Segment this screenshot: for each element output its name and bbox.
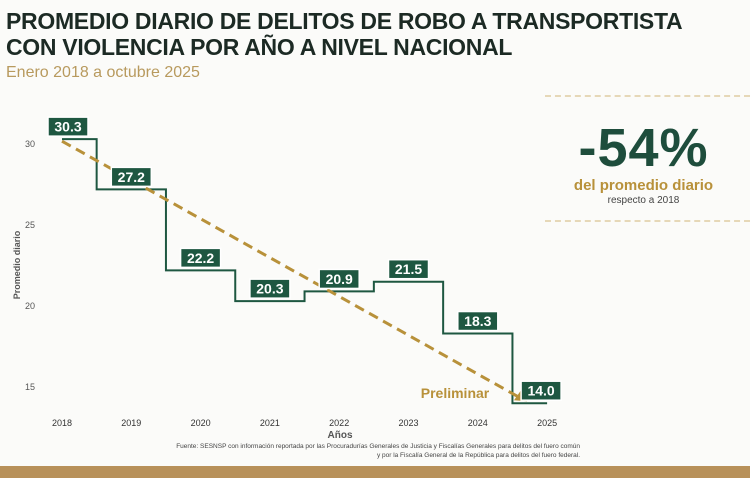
data-label-box [249,278,291,299]
source-line-2: y por la Fiscalía General de la Repúblic… [376,452,580,459]
source-note: Fuente: SESNSP con información reportada… [176,442,580,460]
x-tick-label: 2025 [537,418,557,428]
data-label-box [520,380,562,401]
callout-line-1: del promedio diario [573,177,714,194]
data-label: 22.2 [187,250,214,266]
footer-bar [0,466,750,478]
data-label-box [457,310,499,332]
y-axis-title: Promedio diario [12,230,22,299]
y-tick-label: 20 [25,301,35,311]
x-tick-label: 2019 [121,418,141,428]
data-label-box [179,247,222,269]
data-label: 27.2 [118,169,145,185]
callout-value: -54% [578,118,709,178]
data-label: 18.3 [464,313,491,329]
data-label-box [387,258,430,280]
data-label-box [318,268,360,290]
y-tick-label: 25 [25,220,35,230]
x-tick-label: 2020 [191,418,211,428]
title-line-1: PROMEDIO DIARIO DE DELITOS DE ROBO A TRA… [6,8,683,34]
x-tick-label: 2022 [329,418,349,428]
divider [545,95,750,97]
x-tick-label: 2021 [260,418,280,428]
callout-line-2: respecto a 2018 [607,195,680,206]
x-tick-label: 2018 [52,418,72,428]
callout-panel: -54% del promedio diario respecto a 2018 [545,95,750,222]
y-tick-label: 30 [25,139,35,149]
data-label: 20.3 [256,281,283,297]
data-label-box [110,166,153,188]
title-line-2: CON VIOLENCIA POR AÑO A NIVEL NACIONAL [6,34,513,60]
source-line-1: Fuente: SESNSP con información reportada… [176,443,580,450]
divider [545,220,750,222]
data-label: 21.5 [395,261,422,277]
x-axis-title: Años [328,430,353,441]
x-tick-label: 2024 [468,418,488,428]
page-subtitle: Enero 2018 a octubre 2025 [6,64,200,81]
data-label-box [47,116,89,137]
data-label: 30.3 [54,119,81,135]
page-title: PROMEDIO DIARIO DE DELITOS DE ROBO A TRA… [6,8,683,60]
step-line [62,138,548,405]
trend-annotation: Preliminar [421,385,490,401]
x-tick-label: 2023 [398,418,418,428]
data-label: 14.0 [527,383,554,399]
data-label: 20.9 [326,271,353,287]
y-tick-label: 15 [25,382,35,392]
